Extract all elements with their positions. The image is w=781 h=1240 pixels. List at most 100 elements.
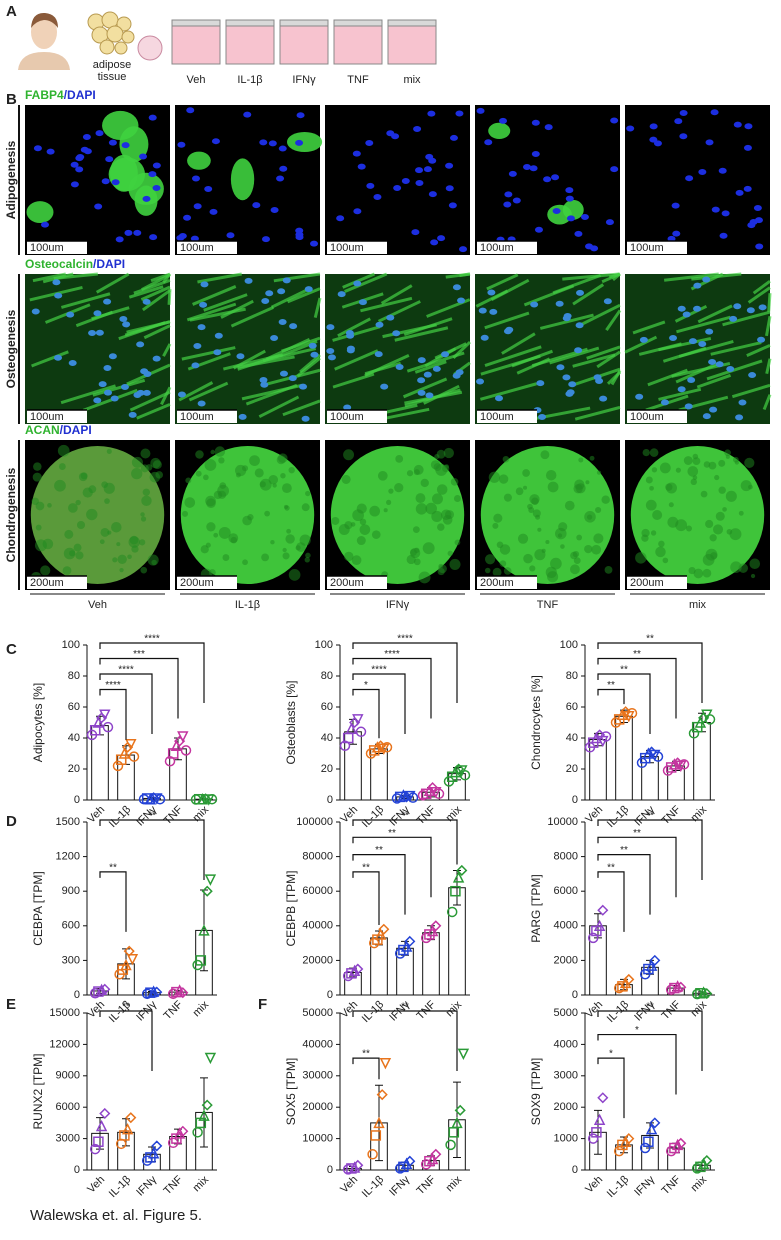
nucleus: [374, 351, 383, 358]
nucleus: [259, 139, 268, 146]
texture: [498, 474, 509, 484]
data-point: [649, 1117, 661, 1129]
texture: [112, 557, 118, 563]
scale-box: [627, 576, 687, 589]
nucleus: [295, 227, 304, 234]
nucleus: [674, 118, 683, 125]
data-point: [610, 717, 622, 728]
texture: [658, 540, 665, 548]
significance-bracket: [99, 673, 153, 734]
condition-label: TNF: [347, 74, 369, 86]
texture: [488, 471, 500, 483]
texture: [415, 493, 426, 504]
significance-bracket: [352, 642, 458, 703]
significance-bracket: [597, 1010, 703, 1071]
micrograph-bg: [325, 105, 470, 255]
y-axis-label: CEBPB [TPM]: [284, 870, 298, 946]
fiber: [82, 388, 138, 412]
fiber: [752, 279, 771, 295]
nucleus: [103, 298, 112, 305]
data-point: [345, 722, 358, 734]
texture: [418, 571, 431, 584]
fiber: [479, 382, 537, 401]
nucleus: [415, 180, 424, 187]
significance-label: **: [646, 811, 654, 822]
texture: [57, 444, 70, 457]
nucleus: [122, 321, 131, 328]
texture: [700, 490, 708, 498]
fiber: [150, 272, 171, 283]
cell: [102, 110, 139, 140]
nucleus: [177, 141, 186, 148]
texture: [76, 520, 86, 530]
significance-bracket: [352, 854, 406, 915]
texture: [203, 474, 209, 481]
fiber: [402, 377, 448, 399]
texture: [280, 473, 286, 479]
flask-cap: [333, 19, 383, 27]
person-icon: [18, 12, 70, 70]
significance-label: *: [609, 1049, 613, 1060]
nucleus: [698, 341, 707, 348]
texture: [535, 514, 541, 520]
data-point: [141, 988, 153, 1000]
texture: [667, 516, 679, 528]
nucleus: [197, 324, 206, 331]
texture: [206, 498, 216, 509]
scale-label: 200um: [630, 577, 664, 589]
x-tick-label: IL-1β: [360, 999, 386, 1025]
texture: [492, 567, 502, 577]
x-tick-label: IL-1β: [107, 804, 133, 830]
fiber: [162, 343, 172, 357]
nucleus: [178, 233, 187, 240]
fiber: [414, 360, 447, 374]
nucleus: [576, 289, 585, 296]
texture: [688, 566, 696, 575]
y-tick-label: 2000: [554, 1101, 578, 1113]
cell: [128, 172, 164, 205]
data-point: [669, 982, 680, 994]
texture: [693, 568, 704, 579]
texture: [558, 522, 568, 532]
data-point: [99, 1107, 111, 1120]
data-point: [652, 751, 664, 762]
texture: [331, 516, 340, 525]
nucleus: [244, 277, 253, 284]
y-tick-label: 80: [566, 670, 578, 682]
x-tick-label: Veh: [583, 999, 605, 1021]
tissue-label: tissue: [98, 71, 127, 83]
significance-bracket: [352, 657, 432, 719]
significance-label: **: [620, 665, 628, 676]
nucleus: [308, 342, 317, 349]
row-label: Adipogenesis: [4, 140, 18, 219]
nucleus: [108, 353, 117, 360]
texture: [502, 455, 510, 463]
scale-box: [477, 241, 537, 254]
texture: [744, 457, 755, 469]
fiber: [452, 340, 472, 359]
y-tick-label: 20000: [302, 1101, 333, 1113]
adipose-icon: [87, 11, 135, 55]
nucleus: [252, 202, 261, 209]
texture: [604, 565, 613, 574]
fiber: [380, 284, 413, 305]
texture: [540, 450, 550, 460]
texture: [738, 510, 744, 516]
y-tick-label: 40000: [302, 920, 333, 932]
nucleus: [536, 380, 545, 387]
nucleus: [70, 181, 79, 188]
significance-label: **: [362, 863, 370, 874]
data-point: [669, 1142, 680, 1154]
significance-bracket: [597, 836, 677, 898]
texture: [305, 552, 311, 559]
data-point: [617, 1139, 628, 1151]
nucleus: [565, 187, 574, 194]
data-point: [649, 954, 661, 966]
texture: [537, 527, 542, 532]
bar: [589, 739, 607, 801]
texture: [103, 482, 115, 494]
data-point: [420, 1159, 432, 1170]
data-point: [147, 985, 160, 997]
data-point: [456, 864, 468, 877]
y-tick-label: 0: [74, 794, 80, 806]
